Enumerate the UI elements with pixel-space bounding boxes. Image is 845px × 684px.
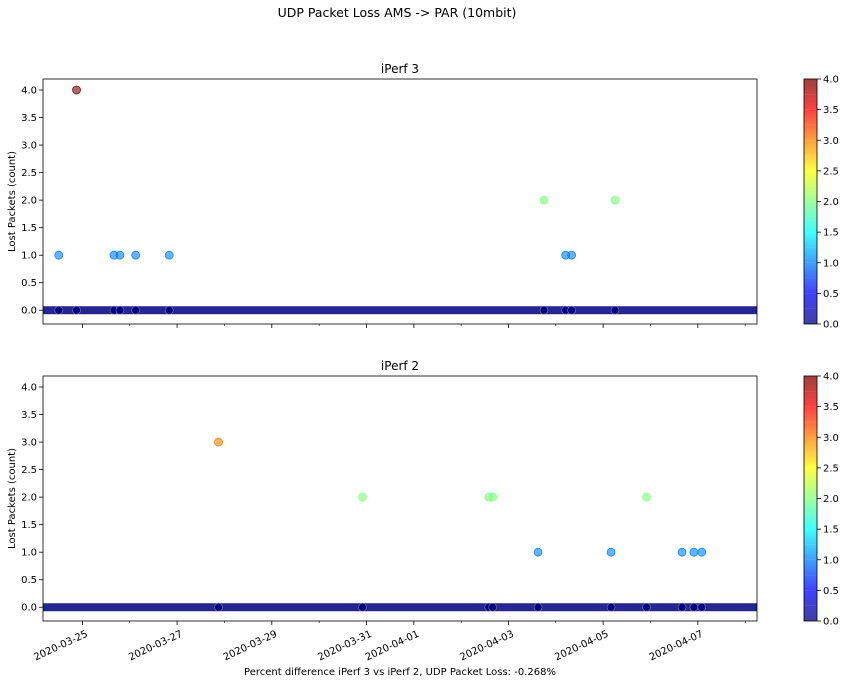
data-point-zero xyxy=(533,602,543,612)
figure-caption: Percent difference iPerf 3 vs iPerf 2, U… xyxy=(244,667,556,678)
data-point xyxy=(539,195,549,205)
colorbar-tick-label: 1.5 xyxy=(823,525,839,536)
data-point-zero xyxy=(358,602,367,612)
data-point xyxy=(214,437,223,447)
y-tick-label: 1.5 xyxy=(21,520,37,531)
colorbar-tick-label: 0.0 xyxy=(823,617,839,628)
plot-frame xyxy=(42,78,758,325)
data-point-zero xyxy=(677,602,687,612)
y-tick-label: 2.0 xyxy=(21,493,37,504)
colorbar-tick-label: 3.5 xyxy=(823,402,839,413)
data-point xyxy=(610,195,620,205)
colorbar-tick-label: 1.5 xyxy=(823,228,839,239)
data-point-zero xyxy=(697,602,707,612)
y-tick-label: 2.5 xyxy=(21,465,37,476)
y-tick-label: 2.5 xyxy=(21,168,37,179)
colorbar-tick-label: 4.0 xyxy=(823,372,839,383)
y-tick-label: 4.0 xyxy=(21,383,37,394)
data-point-zero xyxy=(642,602,651,612)
y-tick-label: 2.0 xyxy=(21,196,37,207)
y-tick-label: 0.0 xyxy=(21,306,37,317)
data-point xyxy=(115,250,125,260)
colorbar-tick-label: 2.0 xyxy=(823,494,839,505)
y-tick-label: 1.0 xyxy=(21,251,37,262)
x-tick-label: 2020-03-27 xyxy=(127,629,184,664)
data-point xyxy=(164,250,174,260)
colorbar-tick-label: 0.0 xyxy=(823,320,839,331)
y-tick-label: 1.0 xyxy=(21,548,37,559)
data-point-zero xyxy=(72,305,81,315)
y-tick-label: 3.5 xyxy=(21,410,37,421)
y-tick-label: 3.0 xyxy=(21,438,37,449)
data-point xyxy=(533,547,543,557)
y-tick-label: 1.5 xyxy=(21,223,37,234)
data-point-zero xyxy=(606,602,616,612)
data-point-zero xyxy=(539,305,549,315)
y-tick-label: 0.0 xyxy=(21,603,37,614)
colorbar-tick-label: 3.0 xyxy=(823,433,839,444)
y-tick-label: 3.5 xyxy=(21,113,37,124)
colorbar-tick-label: 0.5 xyxy=(823,586,839,597)
data-point xyxy=(606,547,616,557)
colorbar-tick-label: 2.5 xyxy=(823,166,839,177)
chart-title: iPerf 2 xyxy=(381,359,419,373)
chart-iperf2: iPerf 2 Lost Packets (count) 0.0 0.5 1.0 1.5 2… xyxy=(7,359,839,663)
data-point-zero xyxy=(610,305,620,315)
y-tick-label: 4.0 xyxy=(21,86,37,97)
chart-iperf3: iPerf 3 Lost Packets (count) 0.0 0.5 1.0 1.5 2… xyxy=(7,62,839,331)
x-tick-label: 2020-04-01 xyxy=(364,629,421,664)
x-tick-label: 2020-04-03 xyxy=(458,629,515,664)
x-tick-label: 2020-03-29 xyxy=(222,629,279,664)
y-axis-label: Lost Packets (count) xyxy=(7,448,18,549)
data-point xyxy=(358,492,367,502)
plot-frame xyxy=(42,375,758,622)
data-point-zero xyxy=(54,305,64,315)
data-point-zero xyxy=(131,305,141,315)
y-axis-label: Lost Packets (count) xyxy=(7,151,18,252)
colorbar-tick-label: 2.5 xyxy=(823,463,839,474)
colorbar xyxy=(804,79,817,324)
data-point-zero xyxy=(164,305,174,315)
colorbar-tick-label: 1.0 xyxy=(823,258,839,269)
y-tick-label: 0.5 xyxy=(21,278,37,289)
data-point xyxy=(131,250,141,260)
data-point xyxy=(642,492,651,502)
baseline-points xyxy=(43,603,757,612)
chart-title: iPerf 3 xyxy=(381,62,419,76)
colorbar-tick-label: 1.0 xyxy=(823,555,839,566)
figure-title: UDP Packet Loss AMS -> PAR (10mbit) xyxy=(278,5,517,20)
x-tick-label: 2020-04-07 xyxy=(648,629,705,664)
data-point xyxy=(54,250,64,260)
data-point xyxy=(567,250,576,260)
baseline-points xyxy=(43,306,757,315)
data-point-zero xyxy=(689,602,699,612)
y-tick-label: 0.5 xyxy=(21,575,37,586)
data-point xyxy=(488,492,498,502)
y-tick-label: 3.0 xyxy=(21,141,37,152)
colorbar xyxy=(804,376,817,621)
x-tick-label: 2020-04-05 xyxy=(553,629,610,664)
colorbar-tick-label: 3.5 xyxy=(823,105,839,116)
data-point xyxy=(697,547,707,557)
x-tick-label: 2020-03-25 xyxy=(32,629,89,664)
data-point xyxy=(677,547,687,557)
colorbar-tick-label: 0.5 xyxy=(823,289,839,300)
data-point-zero xyxy=(567,305,576,315)
data-point-zero xyxy=(115,305,125,315)
data-point xyxy=(72,85,81,95)
data-point-zero xyxy=(214,602,223,612)
data-point xyxy=(689,547,699,557)
data-point-zero xyxy=(488,602,498,612)
colorbar-tick-label: 2.0 xyxy=(823,197,839,208)
colorbar-tick-label: 3.0 xyxy=(823,136,839,147)
colorbar-tick-label: 4.0 xyxy=(823,75,839,86)
